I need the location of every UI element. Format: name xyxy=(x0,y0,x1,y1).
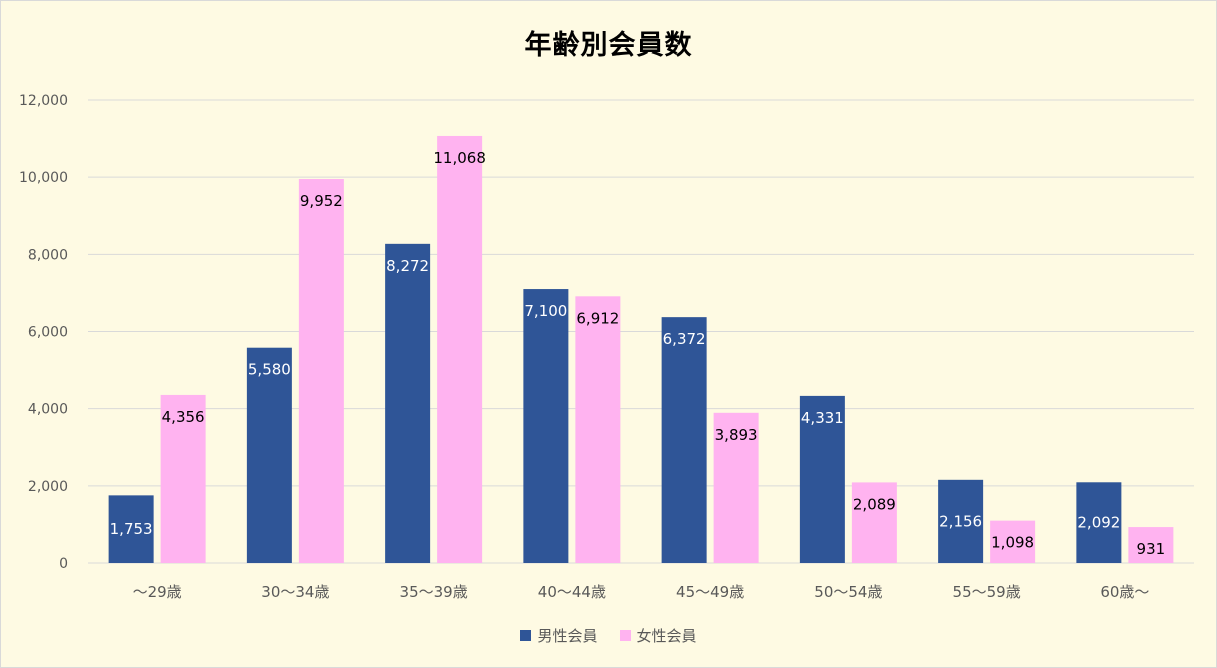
y-tick-label: 12,000 xyxy=(19,93,68,109)
data-label-male: 8,272 xyxy=(386,257,429,275)
bar-female xyxy=(713,412,759,563)
bar-male xyxy=(661,317,707,563)
legend-item-male: 男性会員 xyxy=(520,625,598,646)
data-label-male: 6,372 xyxy=(663,330,706,348)
data-label-female: 931 xyxy=(1137,540,1166,558)
legend: 男性会員 女性会員 xyxy=(1,625,1216,646)
x-tick-label: 35～39歳 xyxy=(400,583,468,601)
data-label-female: 3,893 xyxy=(715,426,758,444)
x-axis: ～29歳 30～34歳 35～39歳 40～44歳 45～49歳 50～54歳 55～59歳… xyxy=(133,583,1150,601)
x-tick-label: ～29歳 xyxy=(133,583,182,601)
x-tick-label: 40～44歳 xyxy=(538,583,606,601)
bar-male xyxy=(523,289,569,563)
data-label-female: 11,068 xyxy=(433,149,486,167)
bar-female xyxy=(990,520,1036,563)
bar-male xyxy=(246,347,292,563)
bar-male xyxy=(385,243,431,563)
y-axis: 0 2,000 4,000 6,000 8,000 10,000 12,000 xyxy=(19,93,68,572)
x-tick-label: 45～49歳 xyxy=(676,583,744,601)
x-tick-label: 60歳～ xyxy=(1100,583,1149,601)
y-tick-label: 0 xyxy=(59,556,68,572)
data-label-male: 2,092 xyxy=(1077,514,1120,532)
bar-female xyxy=(851,482,897,563)
data-label-male: 4,331 xyxy=(801,409,844,427)
bar-male xyxy=(108,495,154,563)
bar-female xyxy=(160,394,206,563)
data-labels: 1,753 4,356 5,580 9,952 8,272 11,068 7,100 6,91… xyxy=(110,149,1166,558)
legend-swatch-female xyxy=(619,630,631,641)
y-tick-label: 8,000 xyxy=(28,247,68,263)
data-label-female: 9,952 xyxy=(300,192,343,210)
x-tick-label: 30～34歳 xyxy=(261,583,329,601)
y-tick-label: 10,000 xyxy=(19,170,68,186)
legend-item-female: 女性会員 xyxy=(619,625,697,646)
legend-swatch-male xyxy=(520,630,532,641)
data-label-male: 5,580 xyxy=(248,361,291,379)
data-label-male: 7,100 xyxy=(524,302,567,320)
legend-label-male: 男性会員 xyxy=(537,627,598,645)
bar-female xyxy=(298,179,344,563)
data-label-female: 4,356 xyxy=(162,408,205,426)
data-label-male: 2,156 xyxy=(939,512,982,530)
bars xyxy=(108,135,1174,564)
data-label-female: 2,089 xyxy=(853,495,896,513)
bar-female xyxy=(575,296,621,563)
bar-male xyxy=(938,479,984,563)
x-tick-label: 55～59歳 xyxy=(953,583,1021,601)
y-tick-label: 6,000 xyxy=(28,325,68,341)
data-label-male: 1,753 xyxy=(110,520,153,538)
legend-label-female: 女性会員 xyxy=(636,627,697,645)
bar-male xyxy=(1076,482,1122,563)
bar-male xyxy=(799,395,845,563)
y-tick-label: 2,000 xyxy=(28,479,68,495)
data-label-female: 1,098 xyxy=(991,534,1034,552)
x-tick-label: 50～54歳 xyxy=(814,583,882,601)
bar-female xyxy=(1128,527,1174,563)
bar-female xyxy=(437,135,483,564)
data-label-female: 6,912 xyxy=(576,309,619,327)
y-tick-label: 4,000 xyxy=(28,402,68,418)
chart-title: 年齢別会員数 xyxy=(524,30,693,61)
